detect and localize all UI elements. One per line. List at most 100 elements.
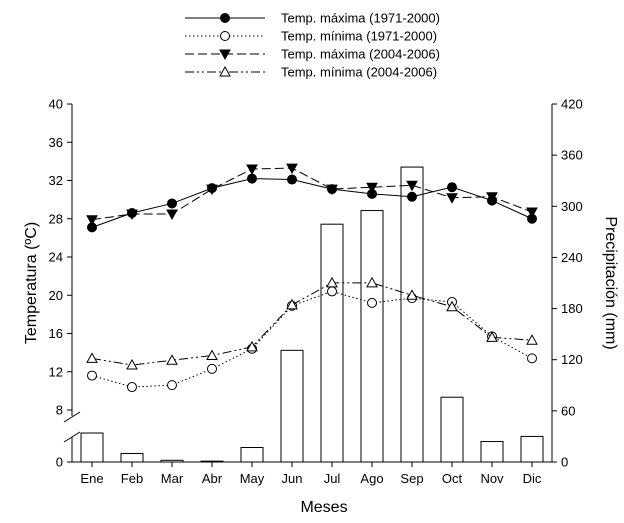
series-3-point-nov: [486, 192, 498, 203]
legend-label-1: Temp. máxima (1971-2000): [281, 11, 440, 26]
y-left-tick-label: 12: [49, 364, 63, 379]
series-3-point-feb: [126, 209, 138, 220]
axis-break-mark-lower: [63, 431, 81, 443]
series-4: [86, 276, 538, 370]
y-right-tick-label: 240: [561, 250, 583, 265]
series-2-point-jul: [327, 286, 337, 297]
x-tick-label-may: May: [240, 471, 265, 486]
legend-marker-2: [220, 31, 230, 41]
series-line-3: [91, 167, 533, 221]
precip-bar-ene: [80, 432, 104, 463]
y-left-tick-label: 8: [56, 403, 63, 418]
precip-bar-dic: [520, 435, 544, 463]
x-axis-title: Meses: [300, 499, 347, 516]
series-4-point-ene: [86, 352, 98, 363]
precipitation-bars: [80, 166, 544, 463]
legend-marker-3: [219, 49, 231, 61]
y-left-tick-label: 0: [56, 455, 63, 470]
legend-marker-4: [219, 65, 231, 77]
series-4-point-feb: [126, 359, 138, 370]
series-1-point-oct: [447, 182, 457, 193]
x-tick-label-abr: Abr: [202, 471, 223, 486]
series-3: [86, 163, 538, 226]
precip-bar-sep: [400, 166, 424, 463]
series-4-point-ago: [366, 276, 378, 288]
precip-bar-nov: [480, 441, 504, 463]
series-3-point-jun: [286, 163, 298, 175]
precip-bar-may: [240, 447, 264, 463]
y-left-tick-label: 36: [49, 135, 63, 150]
y-right-tick-label: 180: [561, 301, 583, 316]
series-1-point-mar: [167, 198, 177, 209]
y-axis-left-title: Temperatura (ºC): [23, 222, 40, 344]
x-tick-label-feb: Feb: [121, 471, 143, 486]
precip-bar-oct: [440, 396, 464, 463]
x-tick-label-ago: Ago: [360, 471, 383, 486]
legend-label-3: Temp. máxima (2004-2006): [281, 47, 440, 62]
y-right-tick-label: 360: [561, 148, 583, 163]
precip-bar-jun: [280, 349, 304, 463]
series-4-point-abr: [206, 349, 218, 360]
y-right-tick-label: 420: [561, 97, 583, 112]
precip-bar-feb: [120, 452, 144, 463]
y-left-tick-label: 20: [49, 288, 63, 303]
x-tick-label-dic: Dic: [523, 471, 542, 486]
legend-label-2: Temp. mínima (1971-2000): [281, 29, 437, 44]
legend: Temp. máxima (1971-2000) Temp. mínima (19…: [185, 11, 440, 80]
y-left-tick-label: 16: [49, 326, 63, 341]
series-2-point-abr: [207, 363, 217, 374]
series-1: [87, 173, 537, 233]
series-3-point-ago: [366, 182, 378, 194]
series-2-point-feb: [127, 382, 137, 393]
series-4-point-dic: [526, 334, 538, 345]
x-tick-label-oct: Oct: [442, 471, 463, 486]
series-3-point-sep: [406, 180, 418, 192]
series-4-point-sep: [406, 289, 418, 300]
y-right-tick-label: 120: [561, 352, 583, 367]
series-1-point-jun: [287, 174, 297, 185]
y-right-tick-label: 60: [561, 403, 575, 418]
x-tick-label-jul: Jul: [324, 471, 341, 486]
series-3-point-dic: [526, 207, 538, 219]
axis-break-mark-upper: [63, 411, 81, 423]
legend-label-4: Temp. mínima (2004-2006): [281, 65, 437, 80]
precip-bar-ago: [360, 210, 384, 463]
series-4-point-jul: [326, 276, 338, 288]
y-right-tick-label: 300: [561, 199, 583, 214]
series-4-point-mar: [166, 354, 178, 365]
y-left-tick-label: 28: [49, 211, 63, 226]
series-3-point-oct: [446, 193, 458, 204]
x-tick-label-ene: Ene: [80, 471, 103, 486]
series-3-point-jul: [326, 184, 338, 196]
legend-marker-1: [220, 13, 230, 23]
x-tick-label-mar: Mar: [161, 471, 184, 486]
temperature-lines: [86, 163, 538, 393]
series-4-point-oct: [446, 300, 458, 312]
series-line-2: [91, 290, 533, 388]
series-4-point-jun: [286, 298, 298, 310]
x-tick-label-sep: Sep: [400, 471, 423, 486]
series-4-point-nov: [486, 331, 498, 342]
y-axis-right-title: Precipitación (mm): [602, 216, 619, 349]
y-left-tick-label: 40: [49, 97, 63, 112]
y-right-tick-label: 0: [561, 455, 568, 470]
x-tick-label-nov: Nov: [480, 471, 504, 486]
series-1-point-sep: [407, 191, 417, 202]
series-3-point-abr: [206, 184, 218, 196]
y-left-tick-label: 24: [49, 250, 63, 265]
series-2-point-mar: [167, 380, 177, 391]
series-2-point-dic: [527, 353, 537, 364]
series-line-1: [91, 178, 533, 228]
series-2-point-ago: [367, 297, 377, 308]
x-tick-label-jun: Jun: [282, 471, 303, 486]
series-1-point-may: [247, 173, 257, 184]
axes: 8 12 16 20 24 28 32 36 40 0 0 60 120 180 240 300 360 420 E…: [49, 97, 583, 487]
series-2: [87, 286, 537, 393]
series-3-point-ene: [86, 215, 98, 226]
series-3-point-mar: [166, 209, 178, 220]
series-2-point-ene: [87, 370, 97, 381]
precip-bar-jul: [320, 223, 344, 463]
series-3-point-may: [246, 164, 258, 176]
y-left-tick-label: 32: [49, 173, 63, 188]
